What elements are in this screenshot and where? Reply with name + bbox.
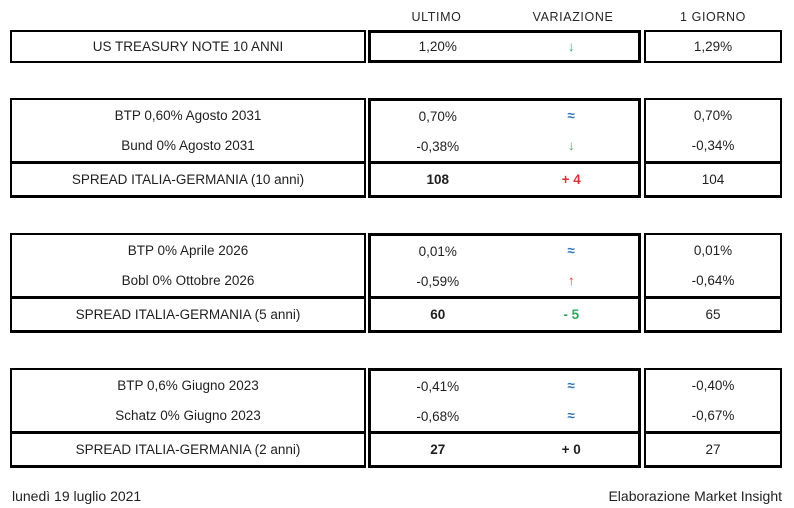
variation-approx-icon: ≈ <box>567 378 575 394</box>
label-column: BTP 0% Aprile 2026 Bobl 0% Ottobre 2026 … <box>10 233 366 333</box>
spread-change: - 5 <box>563 307 580 322</box>
giorno-column: 0,70% -0,34% 104 <box>644 98 782 198</box>
spread-label: SPREAD ITALIA-GERMANIA (2 anni) <box>12 431 364 465</box>
spread-row: 60 - 5 <box>371 296 638 330</box>
ultimo-value: 0,70% <box>418 108 457 124</box>
ultimo-value: 0,01% <box>418 243 457 259</box>
giorno-value: 1,29% <box>693 39 733 54</box>
ultimo-variazione-box: 0,01% ≈ -0,59% ↑ 60 - 5 <box>368 233 641 333</box>
ultimo-value: -0,68% <box>416 408 460 424</box>
ultimo-variazione-box: -0,41% ≈ -0,68% ≈ 27 + 0 <box>368 368 641 468</box>
variation-approx-icon: ≈ <box>567 408 575 424</box>
ultimo-value: -0,41% <box>416 378 460 394</box>
table-row: 0,70% ≈ <box>371 101 638 131</box>
ultimo-variazione-box: 0,70% ≈ -0,38% ↓ 108 + 4 <box>368 98 641 198</box>
giorno-value: -0,67% <box>691 408 735 424</box>
table-row: -0,38% ↓ <box>371 131 638 161</box>
ultimo-value: -0,59% <box>416 273 460 289</box>
variation-arrow-icon: ↓ <box>567 138 575 154</box>
column-header-variazione: VARIAZIONE <box>532 10 614 24</box>
giorno-value: 0,01% <box>693 242 733 258</box>
label-column: US TREASURY NOTE 10 ANNI <box>10 30 366 63</box>
bond-label: Bobl 0% Ottobre 2026 <box>121 273 255 289</box>
credit-label: Elaborazione Market Insight <box>608 488 782 504</box>
spread-row: 27 + 0 <box>371 431 638 465</box>
table-row: -0,68% ≈ <box>371 401 638 431</box>
table-row: 1,20% ↓ <box>371 33 638 60</box>
spread-row: 108 + 4 <box>371 161 638 195</box>
variation-arrow-icon: ↓ <box>567 38 575 54</box>
bond-label: BTP 0,60% Agosto 2031 <box>114 107 262 123</box>
bond-label: BTP 0,6% Giugno 2023 <box>117 377 259 393</box>
spread-giorno-value: 104 <box>646 161 780 195</box>
spread-label: SPREAD ITALIA-GERMANIA (5 anni) <box>12 296 364 330</box>
bond-label: Schatz 0% Giugno 2023 <box>115 408 261 424</box>
spread-change: + 4 <box>561 172 581 187</box>
spread-value: 108 <box>426 172 450 187</box>
bond-label: BTP 0% Aprile 2026 <box>127 242 249 258</box>
spread-value: 27 <box>430 442 446 457</box>
giorno-column: 1,29% <box>644 30 782 63</box>
bond-label: US TREASURY NOTE 10 ANNI <box>92 39 284 54</box>
spread-value: 60 <box>430 307 446 322</box>
spread-label: SPREAD ITALIA-GERMANIA (10 anni) <box>12 161 364 195</box>
giorno-value: -0,64% <box>691 273 735 289</box>
column-header-1-giorno: 1 GIORNO <box>680 10 746 24</box>
bond-label: Bund 0% Agosto 2031 <box>121 138 255 154</box>
giorno-value: -0,40% <box>691 377 735 393</box>
column-header-ultimo: ULTIMO <box>411 10 462 24</box>
table-row: 0,01% ≈ <box>371 236 638 266</box>
ultimo-value: 1,20% <box>418 39 457 54</box>
spread-giorno-value: 27 <box>646 431 780 465</box>
variation-arrow-icon: ↑ <box>567 273 575 289</box>
giorno-column: 0,01% -0,64% 65 <box>644 233 782 333</box>
giorno-value: -0,34% <box>691 138 735 154</box>
date-label: lunedì 19 luglio 2021 <box>12 488 142 504</box>
variation-approx-icon: ≈ <box>567 108 575 124</box>
label-column: BTP 0,6% Giugno 2023 Schatz 0% Giugno 20… <box>10 368 366 468</box>
table-row: -0,59% ↑ <box>371 266 638 296</box>
ultimo-value: -0,38% <box>416 138 460 154</box>
giorno-value: 0,70% <box>693 107 733 123</box>
variation-approx-icon: ≈ <box>567 243 575 259</box>
spread-change: + 0 <box>561 442 581 457</box>
spread-giorno-value: 65 <box>646 296 780 330</box>
giorno-column: -0,40% -0,67% 27 <box>644 368 782 468</box>
label-column: BTP 0,60% Agosto 2031 Bund 0% Agosto 203… <box>10 98 366 198</box>
ultimo-variazione-box: 1,20% ↓ <box>368 30 641 63</box>
table-row: -0,41% ≈ <box>371 371 638 401</box>
